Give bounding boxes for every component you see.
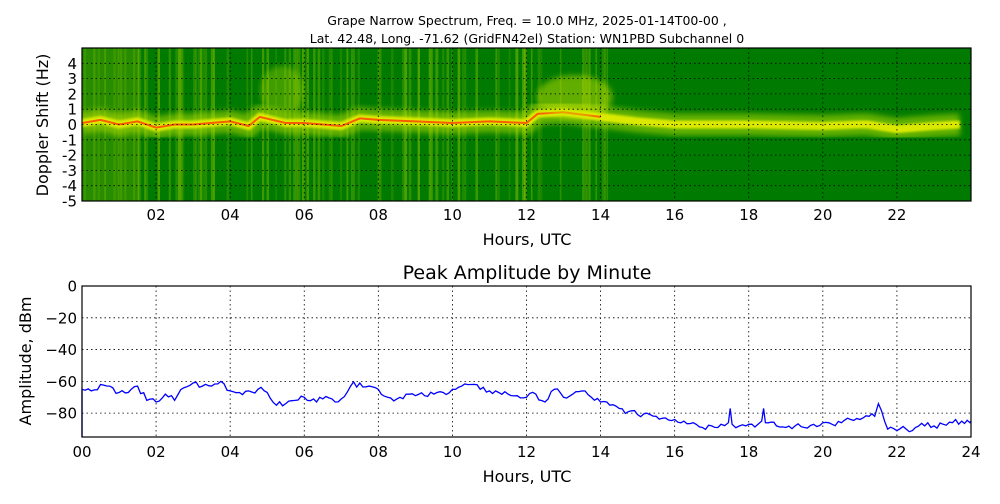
amplitude-x-tick-label: 16	[665, 443, 684, 461]
amplitude-x-tick-label: 02	[147, 443, 166, 461]
amplitude-title: Peak Amplitude by Minute	[403, 262, 652, 284]
amplitude-series-line	[81, 380, 972, 437]
spectrogram-y-tick-label: -5	[62, 193, 77, 211]
amplitude-x-tick-label: 00	[72, 443, 91, 461]
amplitude-x-tick-label: 12	[517, 443, 536, 461]
spectrogram-y-tick-label: -4	[62, 177, 77, 195]
spectrogram-xlabel: Hours, UTC	[483, 230, 572, 249]
amplitude-y-tick-label: 0	[67, 278, 77, 296]
amplitude-plot: 00 02 04 06 08 10 12 14 16 18 20 22 24 0 −20 −40 −60 −80	[45, 278, 980, 462]
spectrogram-peak-trace	[82, 111, 601, 129]
spectrogram-x-tick-label: 14	[591, 206, 610, 224]
spectrogram-ylabel: Doppler Shift (Hz)	[33, 54, 52, 197]
amplitude-x-tick-label: 14	[591, 443, 610, 461]
amplitude-frame	[81, 285, 972, 438]
spectrum-title-line1: Grape Narrow Spectrum, Freq. = 10.0 MHz,…	[327, 13, 726, 28]
spectrogram-y-tick-label: -3	[62, 162, 77, 180]
amplitude-y-tick-label: −20	[45, 309, 77, 327]
spectrum-title-line2: Lat. 42.48, Long. -71.62 (GridFN42el) St…	[310, 31, 744, 46]
amplitude-y-tick-label: −80	[45, 405, 77, 423]
spectrogram-stripe	[559, 48, 562, 201]
amplitude-x-tick-label: 04	[221, 443, 240, 461]
spectrogram-x-tick-label: 04	[221, 206, 240, 224]
spectrogram-spread-region	[536, 74, 613, 119]
spectrogram-y-tick-label: 4	[67, 55, 77, 73]
spectrogram-x-tick-label: 18	[739, 206, 758, 224]
amplitude-x-tick-label: 24	[961, 443, 980, 461]
spectrogram-x-tick-label: 12	[517, 206, 536, 224]
spectrogram-x-tick-label: 10	[443, 206, 462, 224]
amplitude-x-tick-label: 20	[813, 443, 832, 461]
spectrogram-x-tick-label: 16	[665, 206, 684, 224]
spectrogram-y-tick-label: -2	[62, 147, 77, 165]
spectrogram-spread-region	[260, 65, 305, 116]
spectrogram-x-tick-label: 06	[295, 206, 314, 224]
spectrogram-x-tick-label: 20	[813, 206, 832, 224]
spectrogram-x-tick-label: 02	[147, 206, 166, 224]
amplitude-x-tick-label: 08	[369, 443, 388, 461]
amplitude-xlabel: Hours, UTC	[483, 467, 572, 486]
spectrogram-y-tick-label: -1	[62, 131, 77, 149]
amplitude-y-tick-label: −40	[45, 341, 77, 359]
spectrogram-x-tick-label: 08	[369, 206, 388, 224]
spectrogram-y-tick-label: 3	[67, 70, 77, 88]
amplitude-y-tick-label: −60	[45, 373, 77, 391]
amplitude-x-tick-label: 10	[443, 443, 462, 461]
spectrogram-frame	[81, 47, 972, 202]
spectrogram-x-tick-label: 22	[887, 206, 906, 224]
amplitude-x-tick-label: 18	[739, 443, 758, 461]
spectrogram-y-tick-label: 2	[67, 85, 77, 103]
amplitude-x-tick-label: 22	[887, 443, 906, 461]
spectrogram-y-tick-label: 1	[67, 101, 77, 119]
spectrogram-y-tick-label: 0	[67, 116, 77, 134]
amplitude-x-tick-label: 06	[295, 443, 314, 461]
amplitude-ylabel: Amplitude, dBm	[16, 297, 35, 426]
